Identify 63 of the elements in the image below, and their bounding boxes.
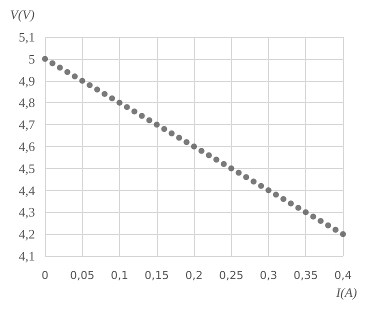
- y-tick-label: 4,8: [18, 95, 35, 110]
- point: [266, 187, 272, 194]
- y-tick-label: 4,3: [18, 204, 35, 220]
- y-tick-label: 4,9: [18, 73, 35, 88]
- point: [236, 170, 242, 176]
- point: [340, 231, 346, 238]
- point: [79, 78, 86, 84]
- y-tick-label: 5,1: [18, 30, 35, 44]
- point: [138, 112, 145, 119]
- point: [176, 134, 182, 141]
- point: [220, 161, 227, 168]
- y-tick-label: 4,4: [18, 182, 36, 198]
- x-tick-label: 0,3: [260, 269, 278, 282]
- y-tick-label: 4,5: [18, 160, 35, 176]
- point: [332, 226, 339, 233]
- point: [325, 222, 332, 228]
- point: [109, 95, 116, 102]
- point: [49, 60, 56, 66]
- point: [206, 152, 212, 158]
- y-axis-title: V(V): [10, 7, 35, 22]
- y-tick-label: 4,2: [18, 226, 35, 242]
- point: [228, 165, 234, 172]
- x-tick-label: 0: [42, 269, 48, 282]
- y-tick-label: 5: [28, 51, 35, 66]
- x-tick-label: 0,1: [110, 269, 128, 282]
- point: [116, 100, 122, 106]
- point: [64, 69, 70, 76]
- point: [184, 139, 190, 146]
- point: [102, 90, 108, 97]
- point: [168, 130, 175, 136]
- point: [72, 73, 78, 80]
- y-tick-label: 4,7: [18, 117, 36, 132]
- x-axis-title: I(A): [335, 285, 358, 300]
- x-tick-label: 0,2: [185, 269, 203, 282]
- point: [250, 178, 257, 185]
- point: [318, 218, 324, 224]
- point: [295, 204, 302, 211]
- point: [243, 174, 250, 180]
- point: [42, 56, 48, 62]
- point: [288, 200, 294, 206]
- point: [302, 209, 309, 216]
- point: [258, 182, 264, 189]
- point: [198, 148, 204, 154]
- point: [86, 82, 93, 88]
- x-tick-label: 0,05: [70, 269, 94, 282]
- x-tick-label: 0,4: [334, 269, 352, 282]
- y-tick-label: 4,1: [18, 248, 35, 264]
- point: [94, 86, 100, 93]
- point: [280, 196, 286, 202]
- x-tick-label: 0,35: [294, 269, 318, 282]
- x-tick-label: 0,15: [144, 269, 169, 282]
- point: [310, 214, 316, 220]
- point: [146, 117, 152, 124]
- point: [56, 64, 63, 71]
- point: [161, 126, 168, 132]
- point: [191, 144, 197, 150]
- point: [131, 108, 138, 114]
- point: [272, 192, 279, 198]
- point: [213, 156, 220, 163]
- point: [154, 122, 160, 128]
- point: [124, 104, 130, 110]
- x-tick-label: 0,25: [219, 269, 244, 282]
- y-tick-label: 4,6: [18, 139, 36, 154]
